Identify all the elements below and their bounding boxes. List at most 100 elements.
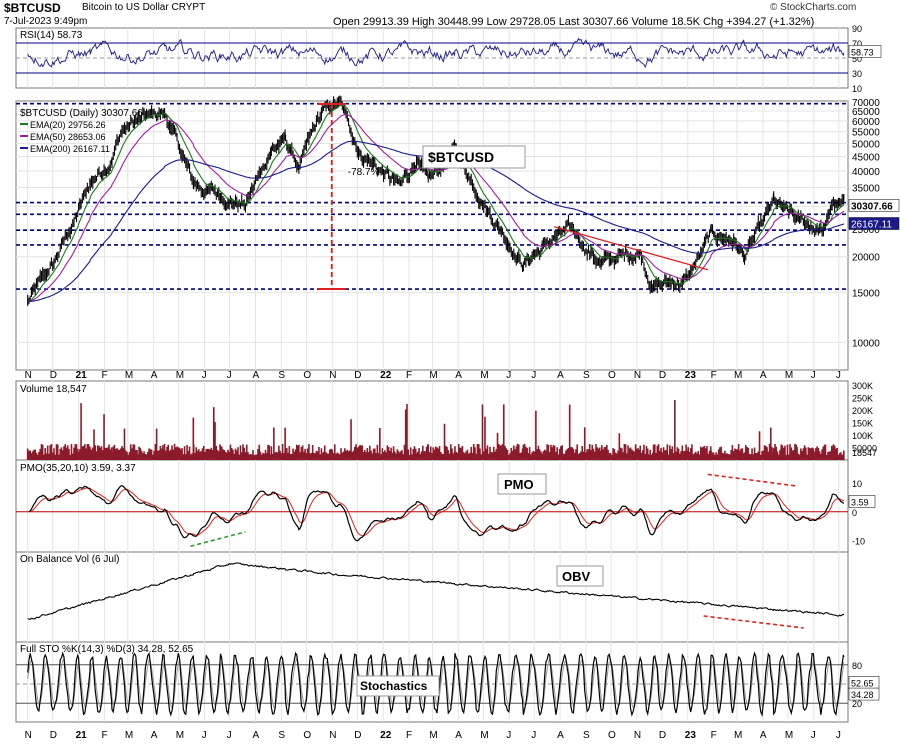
bottom-x-tick-label: M — [125, 730, 133, 741]
obv-line — [27, 562, 845, 620]
bottom-x-tick-label: M — [785, 730, 793, 741]
bottom-x-tick-label: 23 — [685, 730, 697, 741]
pmo-callout-box — [497, 473, 547, 495]
sto-y-tick-label: 80 — [852, 661, 862, 671]
price-y-tick-label: 60000 — [852, 117, 880, 128]
rsi-y-tick-label: 90 — [852, 24, 862, 34]
bottom-x-tick-label: A — [151, 730, 158, 741]
top-x-tick-label: 23 — [685, 370, 697, 381]
volume-y-tick-label: 200K — [852, 406, 873, 416]
price-last-label: 30307.66 — [851, 201, 893, 212]
price-y-tick-label: 50000 — [852, 139, 880, 150]
price-last-label: 26167.11 — [851, 220, 892, 231]
top-x-tick-label: M — [429, 370, 437, 381]
ema20-line — [27, 104, 845, 303]
bottom-x-tick-label: F — [711, 730, 717, 741]
symbol-callout-box — [422, 145, 526, 169]
bottom-x-tick-label: O — [608, 730, 616, 741]
pmo-y-tick-label: 0 — [852, 508, 857, 518]
price-y-tick-label: 10000 — [852, 338, 880, 349]
top-x-tick-label: J — [202, 370, 207, 381]
pmo-y-tick-label: -10 — [852, 537, 865, 547]
ema50-line — [27, 113, 845, 303]
price-legend-item: EMA(20) 29756.26 — [30, 120, 106, 130]
top-x-tick-label: A — [151, 370, 158, 381]
symbol-title: $BTCUSD — [4, 1, 61, 15]
bottom-x-tick-label: J — [811, 730, 816, 741]
top-x-tick-label: D — [50, 370, 57, 381]
top-x-tick-label: A — [253, 370, 260, 381]
rsi-title: RSI(14) 58.73 — [20, 30, 83, 41]
bottom-x-tick-label: J — [506, 730, 511, 741]
rsi-line — [27, 37, 845, 69]
obv-callout-box — [556, 565, 604, 587]
rsi-panel: 10 30 50 70 90 RSI(14) 58.73 58.73 — [16, 24, 882, 94]
sto-title: Full STO %K(14,3) %D(3) 34.28, 52.65 — [20, 644, 194, 655]
top-x-tick-label: O — [608, 370, 616, 381]
watermark: © StockCharts.com — [770, 2, 857, 13]
volume-y-tick-label: 250K — [852, 394, 873, 404]
rsi-y-tick-label: 30 — [852, 69, 862, 79]
pmo-green-trendline — [190, 531, 246, 548]
bottom-x-tick-label: D — [659, 730, 666, 741]
obv-title: On Balance Vol (6 Jul) — [20, 554, 120, 565]
symbol-callout: $BTCUSD — [428, 149, 494, 165]
pmo-callout: PMO — [504, 477, 534, 492]
sto-callout: Stochastics — [360, 679, 428, 693]
obv-panel: On Balance Vol (6 Jul) OBV — [20, 554, 845, 629]
red-trendline — [554, 226, 708, 271]
sto-last-label: 52.65 — [851, 678, 874, 688]
bottom-x-tick-label: M — [480, 730, 488, 741]
bottom-x-tick-label: M — [176, 730, 184, 741]
top-x-tick-label: J — [836, 370, 841, 381]
top-x-tick-label: N — [329, 370, 336, 381]
top-x-tick-label: F — [406, 370, 412, 381]
bottom-x-tick-label: F — [101, 730, 107, 741]
bottom-x-tick-label: F — [406, 730, 412, 741]
obv-red-trendline — [703, 615, 804, 629]
pmo-line — [28, 485, 845, 542]
top-x-tick-label: D — [354, 370, 361, 381]
bottom-x-tick-label: N — [329, 730, 336, 741]
price-y-tick-label: 25000 — [852, 225, 880, 236]
bottom-x-tick-label: A — [455, 730, 462, 741]
top-x-tick-label: J — [811, 370, 816, 381]
bottom-x-tick-label: O — [303, 730, 311, 741]
bottom-x-tick-label: A — [253, 730, 260, 741]
top-x-tick-label: 22 — [380, 370, 392, 381]
bottom-x-tick-label: 21 — [76, 730, 88, 741]
bottom-x-tick-label: D — [50, 730, 57, 741]
bottom-x-tick-label: A — [760, 730, 767, 741]
bottom-x-tick-label: 22 — [380, 730, 392, 741]
sto-callout-box — [356, 675, 440, 697]
price-y-tick-label: 20000 — [852, 253, 880, 264]
top-x-tick-label: F — [101, 370, 107, 381]
top-x-tick-label: J — [531, 370, 536, 381]
rsi-y-tick-label: 10 — [852, 84, 862, 94]
bottom-x-tick-label: J — [836, 730, 841, 741]
top-x-tick-label: N — [634, 370, 641, 381]
bottom-x-tick-label: S — [278, 730, 285, 741]
price-last-label-box — [848, 199, 900, 212]
pmo-red-trendline — [707, 473, 796, 487]
volume-y-tick-label: 300K — [852, 381, 873, 391]
sto-k-line — [27, 651, 845, 717]
top-x-tick-label: 21 — [76, 370, 88, 381]
price-y-tick-label: 70000 — [852, 98, 880, 109]
bottom-x-tick-label: J — [531, 730, 536, 741]
sto-last-label: 34.28 — [851, 690, 874, 700]
top-x-tick-label: A — [455, 370, 462, 381]
rsi-y-tick-label: 50 — [852, 54, 862, 64]
chart-date: 7-Jul-2023 9:49pm — [4, 16, 88, 27]
volume-title: Volume 18,547 — [20, 384, 87, 395]
price-y-tick-label: 45000 — [852, 152, 880, 163]
top-x-tick-label: D — [659, 370, 666, 381]
obv-callout: OBV — [562, 569, 591, 584]
rsi-y-tick-label: 70 — [852, 39, 862, 49]
bottom-x-tick-label: N — [634, 730, 641, 741]
rsi-last-box — [848, 45, 882, 58]
pmo-panel: -10 0 10 PMO(35,20,10) 3.59, 3.37 PMO 3.59 — [16, 463, 876, 548]
pmo-title: PMO(35,20,10) 3.59, 3.37 — [20, 463, 136, 474]
top-x-tick-label: S — [278, 370, 285, 381]
